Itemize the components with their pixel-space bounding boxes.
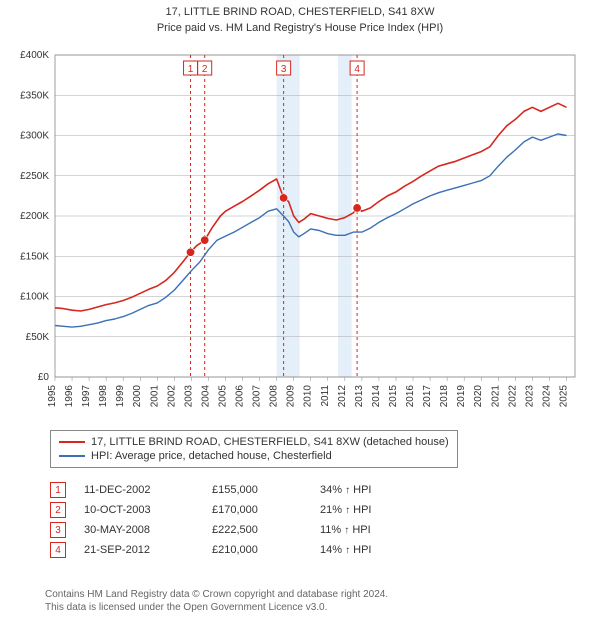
transaction-pct-vs-hpi: 21% ↑ HPI: [320, 504, 380, 516]
legend-item: 17, LITTLE BRIND ROAD, CHESTERFIELD, S41…: [59, 435, 449, 449]
svg-text:2005: 2005: [217, 385, 228, 408]
chart-legend: 17, LITTLE BRIND ROAD, CHESTERFIELD, S41…: [50, 430, 458, 468]
transaction-date: 10-OCT-2003: [84, 504, 194, 516]
transaction-row: 3 30-MAY-2008 £222,500 11% ↑ HPI: [50, 522, 580, 538]
transaction-date: 30-MAY-2008: [84, 524, 194, 536]
svg-text:2022: 2022: [507, 385, 518, 408]
legend-label: 17, LITTLE BRIND ROAD, CHESTERFIELD, S41…: [91, 436, 449, 448]
svg-text:1998: 1998: [98, 385, 109, 408]
house-price-chart-report: { "header": { "title_line1": "17, LITTLE…: [0, 0, 600, 620]
transaction-price: £170,000: [212, 504, 302, 516]
svg-text:2016: 2016: [405, 385, 416, 408]
transaction-marker-box: 4: [50, 542, 66, 558]
svg-text:2019: 2019: [456, 385, 467, 408]
svg-text:£200K: £200K: [20, 211, 49, 222]
transaction-price: £155,000: [212, 484, 302, 496]
footer-line2: This data is licensed under the Open Gov…: [45, 602, 580, 615]
svg-text:2002: 2002: [166, 385, 177, 408]
price-chart: £0 £50K £100K £150K £200K £250K £300K £350K £400…: [0, 0, 600, 427]
svg-text:2013: 2013: [354, 385, 365, 408]
transaction-price: £210,000: [212, 544, 302, 556]
svg-text:2017: 2017: [422, 385, 433, 408]
svg-text:2025: 2025: [558, 385, 569, 408]
svg-text:1999: 1999: [115, 385, 126, 408]
data-licence-footer: Contains HM Land Registry data © Crown c…: [45, 589, 580, 614]
svg-text:2001: 2001: [149, 385, 160, 408]
svg-text:£250K: £250K: [20, 171, 49, 182]
legend-label: HPI: Average price, detached house, Ches…: [91, 450, 332, 462]
footer-line1: Contains HM Land Registry data © Crown c…: [45, 589, 580, 602]
svg-text:3: 3: [281, 64, 287, 75]
svg-text:4: 4: [354, 64, 360, 75]
legend-item: HPI: Average price, detached house, Ches…: [59, 449, 449, 463]
svg-text:2012: 2012: [337, 385, 348, 408]
svg-text:2008: 2008: [269, 385, 280, 408]
transaction-marker-box: 1: [50, 482, 66, 498]
svg-text:2023: 2023: [524, 385, 535, 408]
svg-text:2015: 2015: [388, 385, 399, 408]
transaction-price: £222,500: [212, 524, 302, 536]
svg-text:£0: £0: [38, 372, 50, 383]
svg-text:1996: 1996: [64, 385, 75, 408]
svg-text:1997: 1997: [81, 385, 92, 408]
transaction-date: 21-SEP-2012: [84, 544, 194, 556]
svg-text:£100K: £100K: [20, 292, 49, 303]
svg-text:2007: 2007: [252, 385, 263, 408]
svg-text:2003: 2003: [183, 385, 194, 408]
svg-text:2024: 2024: [541, 385, 552, 408]
svg-text:2018: 2018: [439, 385, 450, 408]
transaction-row: 1 11-DEC-2002 £155,000 34% ↑ HPI: [50, 482, 580, 498]
svg-text:2014: 2014: [371, 385, 382, 408]
transaction-row: 2 10-OCT-2003 £170,000 21% ↑ HPI: [50, 502, 580, 518]
transaction-date: 11-DEC-2002: [84, 484, 194, 496]
transaction-marker-box: 2: [50, 502, 66, 518]
svg-text:2020: 2020: [473, 385, 484, 408]
svg-text:£350K: £350K: [20, 90, 49, 101]
svg-text:2009: 2009: [286, 385, 297, 408]
svg-text:2011: 2011: [320, 385, 331, 407]
svg-text:2: 2: [202, 64, 208, 75]
transaction-pct-vs-hpi: 14% ↑ HPI: [320, 544, 380, 556]
svg-text:2021: 2021: [490, 385, 501, 408]
svg-text:£150K: £150K: [20, 251, 49, 262]
svg-text:£400K: £400K: [20, 50, 49, 61]
transaction-marker-box: 3: [50, 522, 66, 538]
svg-text:£300K: £300K: [20, 131, 49, 142]
legend-swatch: [59, 441, 85, 443]
transaction-pct-vs-hpi: 34% ↑ HPI: [320, 484, 380, 496]
legend-swatch: [59, 455, 85, 457]
transaction-row: 4 21-SEP-2012 £210,000 14% ↑ HPI: [50, 542, 580, 558]
svg-text:1: 1: [188, 64, 194, 75]
svg-text:£50K: £50K: [26, 332, 50, 343]
svg-text:2010: 2010: [303, 385, 314, 408]
svg-text:1995: 1995: [47, 385, 58, 408]
svg-text:2000: 2000: [132, 385, 143, 408]
transaction-pct-vs-hpi: 11% ↑ HPI: [320, 524, 380, 536]
svg-text:2004: 2004: [200, 385, 211, 408]
transactions-table: 1 11-DEC-2002 £155,000 34% ↑ HPI 2 10-OCT-200…: [50, 478, 580, 562]
svg-text:2006: 2006: [235, 385, 246, 408]
